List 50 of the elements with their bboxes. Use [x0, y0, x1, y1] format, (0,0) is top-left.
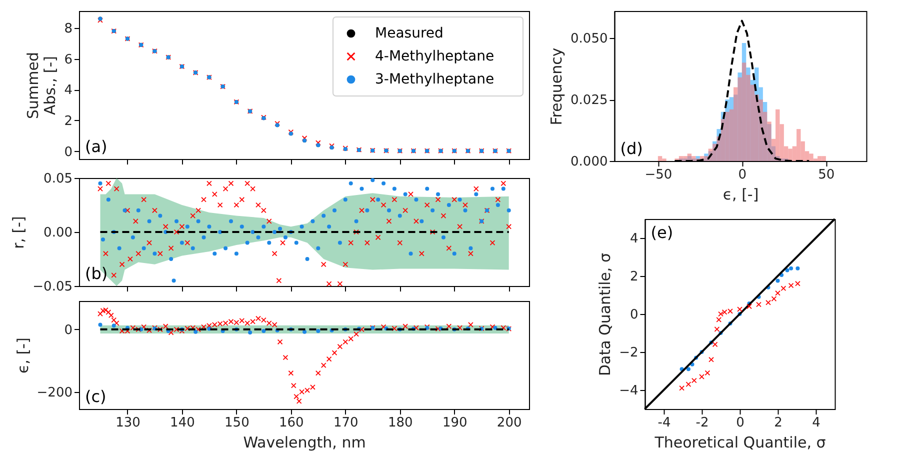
x-tick-label: 0 [736, 416, 744, 430]
y-axis-title: r, [-] [10, 216, 28, 249]
x-axis-title: Wavelength, nm [243, 434, 366, 452]
y-axis-title: ϵ, [-] [14, 338, 32, 374]
annotation: (d) [620, 139, 643, 158]
y-axis-title: Summed Abs., [-] [24, 52, 60, 120]
y-tick-label: 6 [64, 52, 72, 68]
y-tick-label: 0 [630, 308, 638, 322]
annotation: (c) [85, 387, 106, 406]
x-tick-label: 160 [279, 416, 304, 430]
x-tick-label: 50 [818, 168, 835, 182]
annotation: (b) [85, 264, 108, 283]
x-tick-label: 200 [496, 416, 522, 430]
x-tick-label: 190 [442, 416, 468, 430]
y-tick-label: 2 [64, 114, 72, 129]
y-tick-label: −2 [619, 346, 638, 360]
y-tick-label: 0 [64, 322, 72, 338]
y-tick-label: 0.025 [570, 93, 608, 108]
x-tick-label: 2 [774, 416, 782, 430]
legend-label: 3-Methylheptane [375, 72, 494, 88]
annotation: (e) [650, 223, 674, 242]
x-tick-label: -2 [696, 416, 709, 430]
legend-label: 4-Methylheptane [375, 48, 494, 64]
x-tick-label: 180 [388, 416, 413, 430]
x-tick-label: 130 [116, 416, 140, 430]
x-tick-label: 4 [812, 416, 820, 430]
y-tick-label: 0.00 [44, 226, 72, 240]
x-tick-label: −50 [644, 168, 672, 182]
y-tick-label: 0 [64, 144, 72, 160]
x-tick-label: 0 [738, 168, 747, 182]
y-tick-label: 0.05 [44, 172, 72, 186]
y-tick-label: 4 [630, 232, 638, 246]
x-tick-label: 140 [170, 416, 195, 430]
y-tick-label: 0.050 [570, 32, 608, 47]
y-tick-label: 4 [64, 83, 72, 98]
x-tick-label: 170 [333, 416, 358, 430]
x-axis-title: ϵ, [-] [722, 186, 759, 204]
y-tick-label: −0.05 [32, 280, 72, 294]
y-axis-title: Frequency [548, 48, 566, 126]
x-axis-title: Theoretical Quantile, σ [654, 434, 826, 452]
y-tick-label: −200 [36, 385, 72, 400]
x-tick-label: -4 [658, 416, 671, 430]
y-tick-label: 2 [630, 270, 638, 284]
y-tick-label: 8 [64, 21, 72, 36]
y-tick-label: 0.000 [570, 154, 608, 170]
legend-label: Measured [375, 26, 444, 42]
x-tick-label: 150 [224, 416, 250, 430]
annotation: (a) [85, 137, 108, 156]
y-tick-label: −4 [619, 384, 638, 398]
y-axis-title: Data Quantile, σ [596, 252, 614, 376]
